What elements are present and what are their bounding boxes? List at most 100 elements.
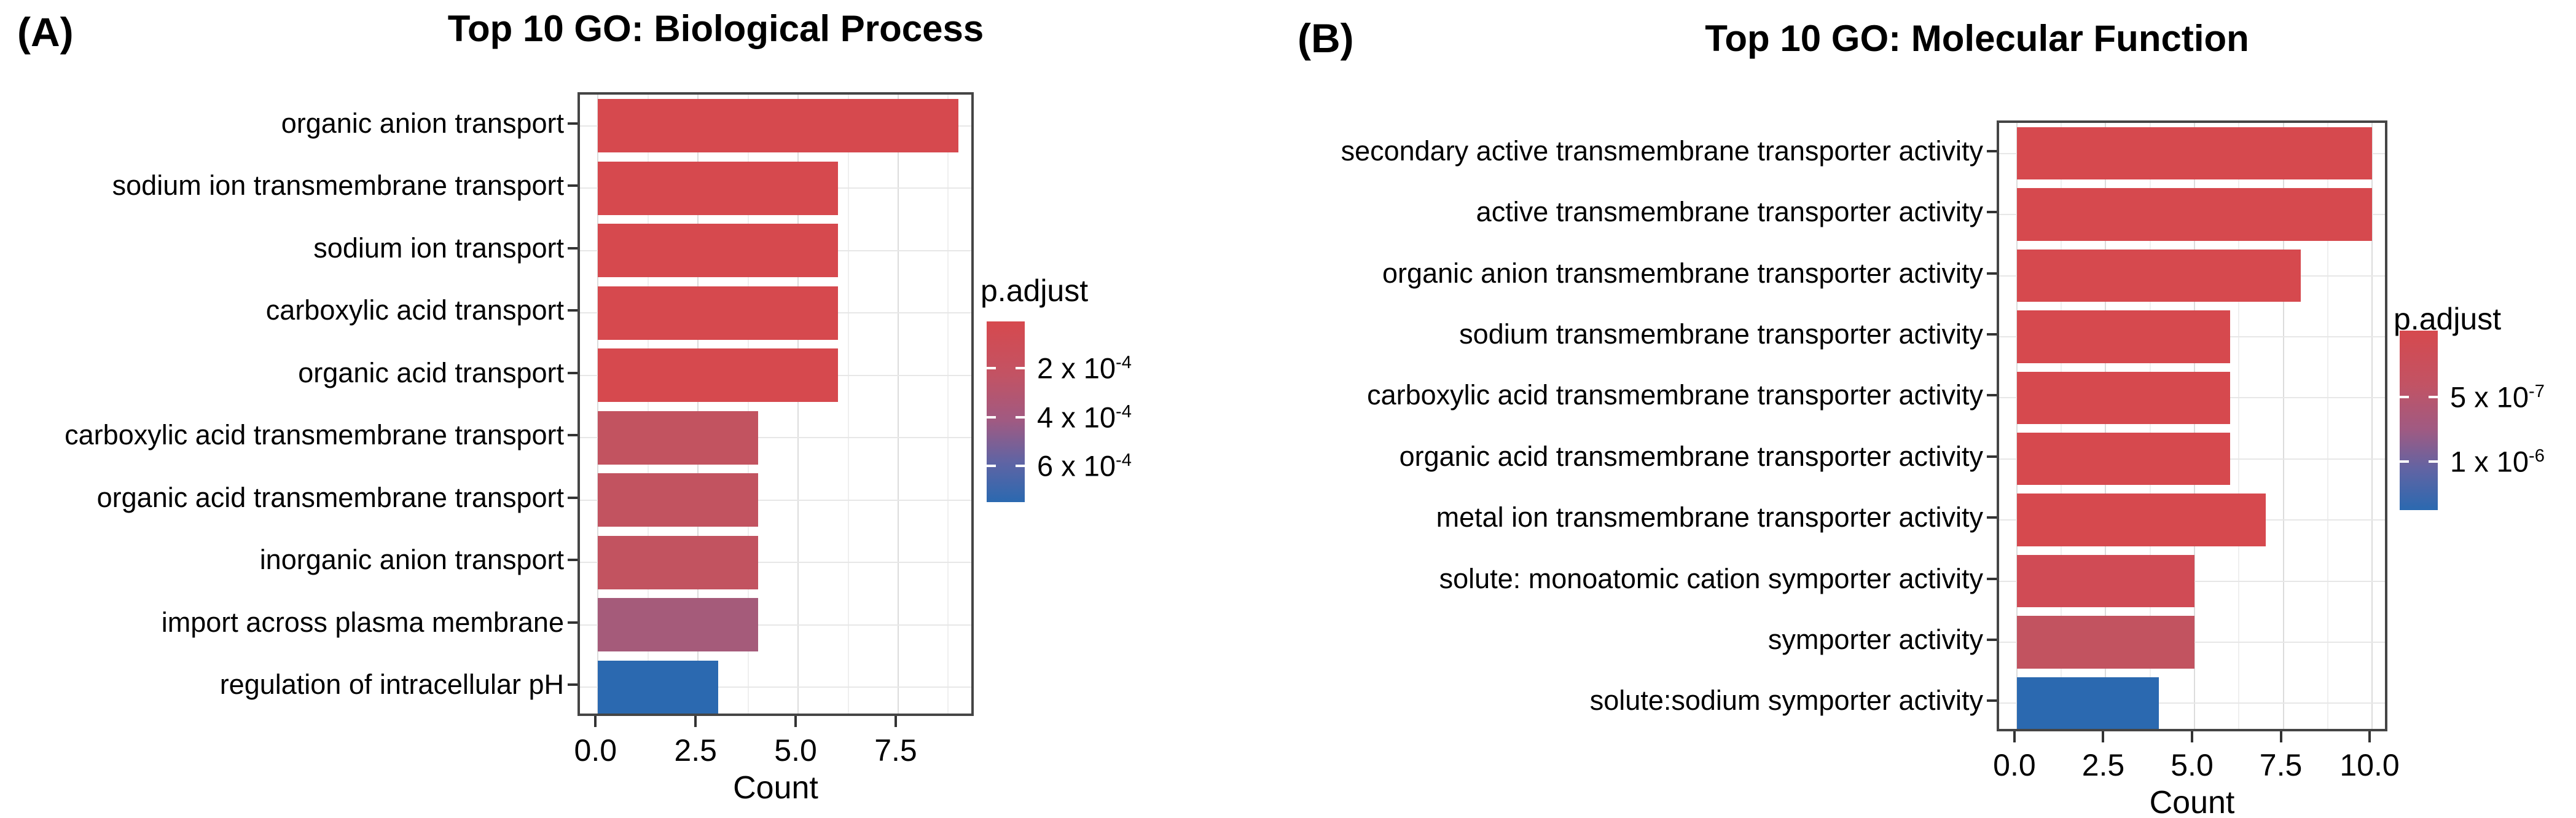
- y-axis-tick: [1987, 211, 1997, 214]
- x-axis-title: Count: [733, 770, 818, 806]
- y-axis-tick: [1987, 332, 1997, 336]
- y-axis-tick: [1987, 699, 1997, 702]
- panel-b-title: Top 10 GO: Molecular Function: [1705, 18, 2249, 59]
- y-axis-label: organic anion transmembrane transporter …: [1382, 257, 1983, 289]
- x-axis-tick: [794, 716, 797, 727]
- y-axis-label: inorganic anion transport: [259, 544, 564, 576]
- bar: [2016, 310, 2230, 363]
- x-tick-label: 0.0: [574, 733, 617, 768]
- bar: [598, 161, 839, 215]
- x-axis-tick: [894, 716, 897, 727]
- x-tick-label: 5.0: [2171, 748, 2214, 782]
- gridline-minor: [847, 95, 849, 714]
- gridline-major: [797, 95, 799, 714]
- bar: [2016, 554, 2194, 608]
- y-axis-label: carboxylic acid transport: [265, 294, 564, 326]
- bar: [2016, 127, 2373, 180]
- legend-tick-label: 4 x 10-4: [1037, 400, 1132, 434]
- bar: [598, 535, 758, 589]
- legend-tick-label: 5 x 10-7: [2450, 380, 2545, 414]
- legend-tick-base: 4 x 10: [1037, 401, 1116, 434]
- gridline-major: [697, 95, 699, 714]
- bar: [2016, 494, 2266, 546]
- legend-gradient: [987, 321, 1025, 502]
- y-axis-tick: [568, 621, 577, 624]
- legend-tick-label: 2 x 10-4: [1037, 352, 1132, 385]
- legend-tick-base: 2 x 10: [1037, 352, 1116, 385]
- y-axis-label: organic acid transport: [298, 356, 564, 388]
- legend-tick-exponent: -7: [2529, 381, 2545, 401]
- y-axis-tick: [1987, 394, 1997, 397]
- x-axis-tick: [2279, 731, 2282, 742]
- x-tick-label: 7.5: [2259, 748, 2303, 782]
- legend-title: p.adjust: [2394, 302, 2502, 336]
- x-axis-title: Count: [2149, 785, 2235, 818]
- legend-tick-mark: [2400, 460, 2409, 463]
- x-tick-label: 2.5: [2081, 748, 2125, 782]
- gridline-horizontal: [580, 624, 971, 626]
- legend-tick-base: 6 x 10: [1037, 449, 1116, 482]
- gridline-minor: [747, 95, 749, 714]
- y-axis-label: symporter activity: [1768, 623, 1983, 655]
- gridline-horizontal: [580, 499, 971, 501]
- legend-tick-label: 1 x 10-6: [2450, 445, 2545, 479]
- x-axis-tick: [2013, 731, 2016, 742]
- y-axis-tick: [568, 434, 577, 437]
- bar: [2016, 677, 2159, 729]
- x-tick-label: 7.5: [874, 733, 917, 768]
- y-axis-tick: [1987, 149, 1997, 152]
- legend-tick-mark: [987, 415, 996, 419]
- y-axis-label: active transmembrane transporter activit…: [1476, 196, 1983, 228]
- gridline-major: [597, 95, 599, 714]
- legend-tick-mark: [2429, 396, 2438, 399]
- y-axis-label: solute:sodium symporter activity: [1589, 685, 1983, 717]
- bar: [598, 99, 958, 153]
- y-axis-tick: [568, 309, 577, 312]
- panel-b-tag: (B): [1298, 15, 1354, 61]
- y-axis-label: sodium ion transmembrane transport: [112, 170, 564, 202]
- legend-tick-mark: [1016, 367, 1025, 370]
- gridline-minor: [2061, 123, 2062, 729]
- panel-a-tag: (A): [17, 9, 74, 55]
- y-axis-tick: [568, 496, 577, 499]
- gridline-major: [897, 95, 899, 714]
- gridline-minor: [947, 95, 949, 714]
- gridline-minor: [2238, 123, 2240, 729]
- gridline-horizontal: [1999, 702, 2385, 704]
- y-axis-tick: [568, 683, 577, 686]
- x-tick-label: 2.5: [674, 733, 717, 768]
- y-axis-tick: [568, 122, 577, 125]
- y-axis-label: sodium ion transport: [313, 232, 564, 264]
- y-axis-label: solute: monoatomic cation symporter acti…: [1439, 562, 1983, 594]
- gridline-minor: [2327, 123, 2328, 729]
- bar: [598, 286, 839, 340]
- bar: [2016, 432, 2230, 486]
- bar: [2016, 616, 2194, 669]
- gridline-minor: [2149, 123, 2151, 729]
- y-axis-label: carboxylic acid transmembrane transport: [65, 419, 564, 451]
- gridline-major: [2105, 123, 2107, 729]
- bar: [2016, 249, 2301, 302]
- bar: [598, 598, 758, 652]
- y-axis-tick: [568, 371, 577, 374]
- x-tick-label: 0.0: [1993, 748, 2036, 782]
- legend-gradient: [2400, 331, 2438, 510]
- panel-a-title: Top 10 GO: Biological Process: [447, 8, 984, 49]
- x-axis-tick: [594, 716, 597, 727]
- y-axis-tick: [1987, 638, 1997, 641]
- x-axis-tick: [2191, 731, 2193, 742]
- legend-tick-mark: [1016, 415, 1025, 419]
- gridline-major: [2016, 123, 2018, 729]
- y-axis-tick: [568, 559, 577, 562]
- legend-tick-mark: [2429, 460, 2438, 463]
- gridline-major: [2371, 123, 2373, 729]
- x-axis-tick: [694, 716, 697, 727]
- gridline-major: [2282, 123, 2284, 729]
- x-axis-tick: [2102, 731, 2105, 742]
- x-axis-tick: [2368, 731, 2371, 742]
- legend-tick-mark: [2400, 396, 2409, 399]
- bar: [598, 224, 839, 278]
- legend-title: p.adjust: [981, 273, 1089, 308]
